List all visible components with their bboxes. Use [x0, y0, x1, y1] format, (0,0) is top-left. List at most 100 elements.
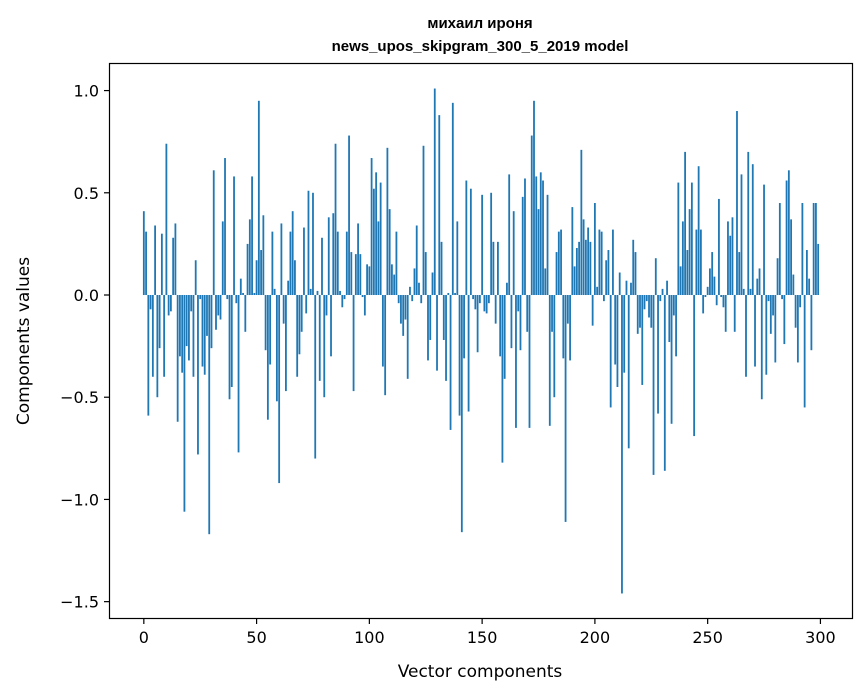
- bar: [632, 239, 635, 296]
- bar: [591, 295, 594, 326]
- bar: [546, 194, 549, 295]
- bar: [715, 295, 718, 306]
- bar: [528, 295, 531, 428]
- bar: [260, 250, 262, 295]
- bar: [391, 264, 393, 295]
- bar: [760, 295, 763, 400]
- bar: [733, 295, 736, 332]
- bar: [275, 295, 278, 402]
- bar: [287, 280, 290, 295]
- bar: [208, 295, 211, 535]
- bar: [224, 158, 226, 296]
- bar: [339, 290, 341, 296]
- bar: [690, 182, 693, 296]
- bar: [815, 203, 817, 295]
- bar: [285, 295, 287, 392]
- bar: [406, 295, 409, 379]
- bar: [808, 278, 811, 295]
- y-tick-label: 0.0: [74, 286, 99, 305]
- bar: [156, 295, 159, 398]
- bar: [785, 180, 788, 295]
- bar: [169, 295, 172, 312]
- bar: [544, 268, 547, 296]
- x-tick-label: 200: [580, 628, 611, 647]
- bar: [325, 295, 328, 316]
- bar: [219, 295, 222, 320]
- bar: [300, 295, 303, 332]
- bar: [593, 203, 596, 295]
- bar: [386, 147, 389, 296]
- bar: [765, 295, 768, 375]
- bar: [584, 239, 587, 296]
- bar: [393, 274, 396, 295]
- bar: [413, 268, 416, 296]
- bar: [603, 295, 605, 302]
- bar: [769, 295, 772, 334]
- bar: [239, 278, 242, 295]
- bar: [693, 295, 696, 437]
- bar: [772, 295, 774, 316]
- bar: [167, 295, 170, 316]
- y-tick-label: 1.0: [74, 82, 99, 101]
- bar: [616, 295, 619, 387]
- bar: [524, 178, 526, 295]
- y-axis: 1.0 0.5 0.0 −0.5 −1.0 −1.5: [60, 82, 110, 612]
- bar: [663, 295, 666, 471]
- bar: [431, 272, 434, 296]
- bar: [460, 295, 463, 533]
- bar: [738, 252, 741, 295]
- bar: [483, 295, 486, 312]
- bar: [587, 227, 590, 295]
- bar: [456, 221, 459, 295]
- bar: [307, 190, 310, 296]
- bar: [298, 295, 301, 355]
- bar: [778, 203, 781, 295]
- bar: [630, 282, 632, 296]
- bar: [476, 295, 479, 353]
- y-axis-label: Components values: [14, 257, 34, 425]
- bar: [530, 135, 533, 295]
- bar: [817, 243, 820, 296]
- bar: [686, 250, 689, 295]
- bar: [424, 252, 427, 295]
- bar: [341, 295, 344, 308]
- bar: [492, 241, 495, 295]
- bar: [506, 282, 508, 296]
- bar: [790, 219, 792, 296]
- bar: [280, 223, 283, 295]
- bar: [257, 100, 260, 296]
- x-tick-label: 150: [467, 628, 498, 647]
- bar: [557, 231, 560, 295]
- bar: [519, 295, 522, 351]
- bar: [679, 266, 682, 295]
- bar: [756, 278, 759, 295]
- bar: [411, 295, 414, 302]
- bar: [463, 295, 465, 359]
- bar: [668, 295, 671, 343]
- bar: [754, 295, 756, 367]
- bar: [564, 295, 567, 522]
- bar: [409, 286, 411, 296]
- bar: [429, 295, 432, 340]
- bar: [221, 221, 224, 295]
- bar: [542, 180, 544, 295]
- bar: [722, 295, 725, 308]
- x-tick-label: 300: [805, 628, 836, 647]
- bar: [359, 254, 362, 296]
- bar: [713, 276, 716, 296]
- bar: [485, 295, 488, 314]
- bar: [262, 215, 265, 296]
- bar: [747, 151, 750, 295]
- bar: [323, 295, 326, 398]
- bar: [372, 188, 375, 295]
- bar: [580, 149, 583, 295]
- bar: [305, 295, 308, 314]
- bar: [303, 227, 305, 295]
- bar: [551, 295, 553, 332]
- bar: [763, 184, 765, 295]
- bar: [497, 241, 499, 295]
- bar: [641, 295, 644, 385]
- bar: [745, 295, 747, 377]
- bar: [727, 221, 729, 295]
- bar: [318, 295, 321, 381]
